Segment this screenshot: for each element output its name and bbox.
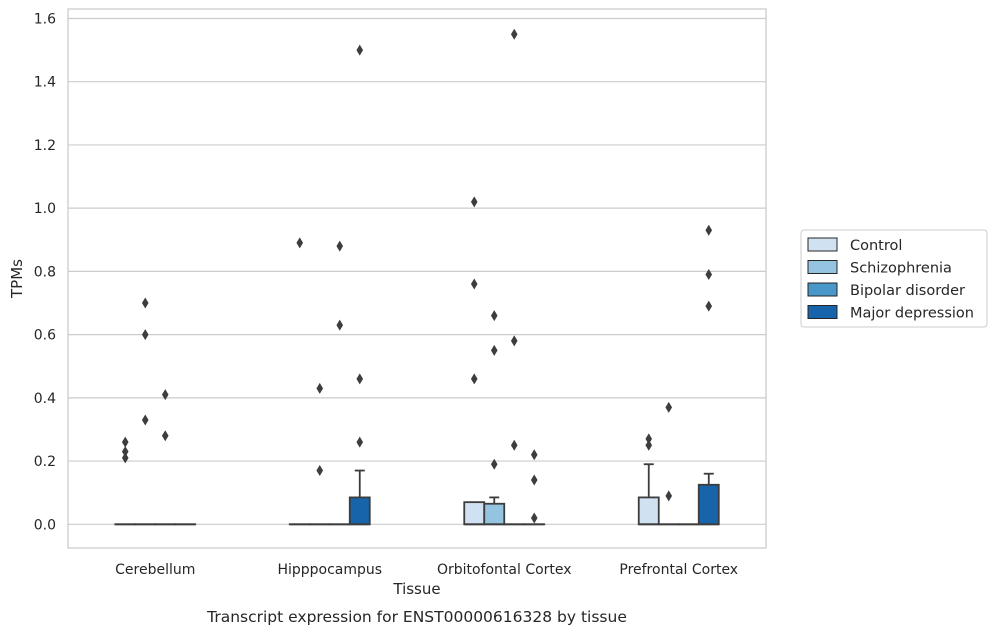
outlier-point xyxy=(356,45,363,56)
x-tick-label: Orbitofontal Cortex xyxy=(437,562,572,578)
y-tick-label: 0.4 xyxy=(34,391,56,407)
legend-label: Control xyxy=(850,238,902,254)
boxes-layer xyxy=(115,464,719,524)
y-tick-labels: 0.0 0.2 0.4 0.6 0.8 1.0 1.2 1.4 1.6 xyxy=(34,11,56,533)
box-2-0 xyxy=(464,502,484,524)
box-body xyxy=(639,497,659,524)
chart-caption: Transcript expression for ENST0000061632… xyxy=(206,608,627,626)
outlier-point xyxy=(531,512,538,523)
outlier-point xyxy=(316,465,323,476)
box-3-0 xyxy=(639,464,659,524)
outlier-point xyxy=(471,279,478,290)
outlier-point xyxy=(511,29,518,40)
outlier-point xyxy=(531,475,538,486)
box-1-3 xyxy=(350,471,370,525)
outlier-point xyxy=(645,440,652,451)
box-2-1 xyxy=(484,497,504,524)
y-tick-label: 0.6 xyxy=(34,328,56,344)
outliers-layer xyxy=(122,29,712,524)
y-tick-label: 1.2 xyxy=(34,138,56,154)
outlier-point xyxy=(336,241,343,252)
x-tick-label: Prefrontal Cortex xyxy=(619,562,738,578)
legend-swatch xyxy=(808,238,837,251)
outlier-point xyxy=(491,310,498,321)
x-axis-label: Tissue xyxy=(392,580,440,598)
y-tick-label: 1.4 xyxy=(34,75,56,91)
box-body xyxy=(350,497,370,524)
outlier-point xyxy=(491,459,498,470)
outlier-point xyxy=(705,301,712,312)
legend-swatch xyxy=(808,283,837,296)
legend: Control Schizophrenia Bipolar disorder Majo… xyxy=(801,230,987,327)
box-body xyxy=(464,502,484,524)
x-tick-label: Cerebellum xyxy=(115,562,195,578)
outlier-point xyxy=(705,225,712,236)
outlier-point xyxy=(665,490,672,501)
outlier-point xyxy=(162,389,169,400)
y-axis-label: TPMs xyxy=(8,259,26,299)
y-tick-label: 1.6 xyxy=(34,11,56,27)
y-tick-label: 0.8 xyxy=(34,264,56,280)
outlier-point xyxy=(491,345,498,356)
plot-frame xyxy=(68,9,766,548)
outlier-point xyxy=(122,452,129,463)
y-tick-label: 0.2 xyxy=(34,454,56,470)
outlier-point xyxy=(511,335,518,346)
legend-label: Bipolar disorder xyxy=(850,283,965,299)
outlier-point xyxy=(511,440,518,451)
outlier-point xyxy=(705,269,712,280)
outlier-point xyxy=(356,437,363,448)
outlier-point xyxy=(471,196,478,207)
box-3-3 xyxy=(699,474,719,525)
outlier-point xyxy=(531,449,538,460)
outlier-point xyxy=(142,414,149,425)
y-tick-label: 0.0 xyxy=(34,517,56,533)
outlier-point xyxy=(142,329,149,340)
legend-swatch xyxy=(808,306,837,319)
outlier-point xyxy=(316,383,323,394)
outlier-point xyxy=(142,298,149,309)
box-body xyxy=(484,504,504,525)
outlier-point xyxy=(336,320,343,331)
outlier-point xyxy=(122,437,129,448)
outlier-point xyxy=(296,237,303,248)
legend-label: Schizophrenia xyxy=(850,261,952,277)
grid-layer xyxy=(68,18,766,524)
legend-label: Major depression xyxy=(850,306,974,322)
outlier-point xyxy=(471,373,478,384)
outlier-point xyxy=(665,402,672,413)
outlier-point xyxy=(162,430,169,441)
legend-swatch xyxy=(808,261,837,274)
y-tick-label: 1.0 xyxy=(34,201,56,217)
x-tick-labels: Cerebellum Hipppocampus Orbitofontal Corte… xyxy=(115,562,738,578)
outlier-point xyxy=(356,373,363,384)
box-body xyxy=(699,485,719,525)
x-tick-label: Hipppocampus xyxy=(277,562,382,578)
